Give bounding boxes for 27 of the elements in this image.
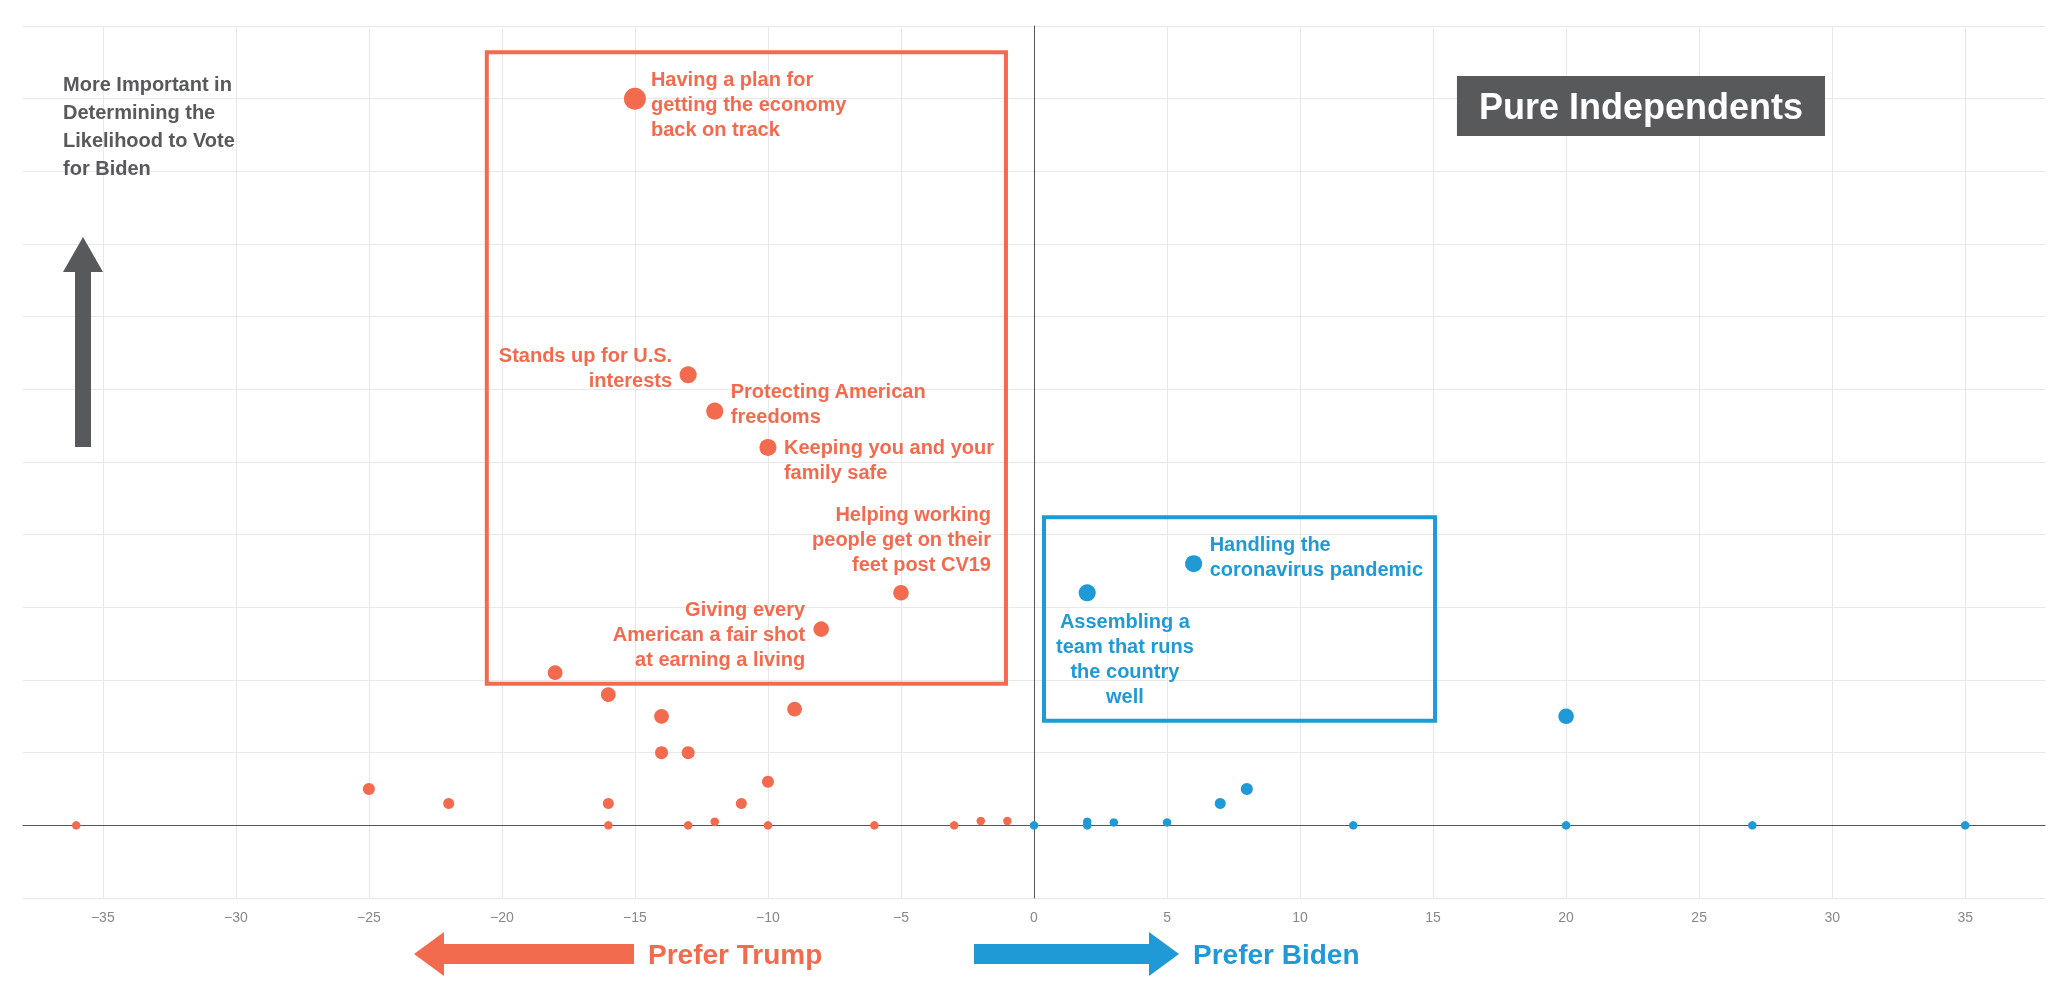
x-tick-label: −35 — [90, 909, 115, 925]
annotation: Keeping you and your family safe — [783, 436, 995, 484]
x-tick-label: 15 — [1425, 909, 1442, 925]
chart-title: Pure Independents — [1478, 85, 1804, 127]
x-tick-label: −25 — [356, 909, 381, 925]
x-tick-label: 25 — [1691, 909, 1708, 925]
x-tick-label: 30 — [1824, 909, 1841, 925]
x-tick-label: 20 — [1558, 909, 1575, 925]
x-tick-label: 0 — [1030, 909, 1039, 925]
annotation: Protecting American freedoms — [730, 380, 926, 428]
x-tick-label: −30 — [223, 909, 248, 925]
annotation: Helping working people get on their feet post CV19 — [812, 503, 992, 576]
annotation: Stands up for U.S. interests — [498, 343, 673, 391]
x-tick-label: −5 — [892, 909, 910, 925]
annotation: Handling the coronavirus pandemic — [1209, 532, 1424, 580]
x-tick-label: 5 — [1163, 909, 1172, 925]
annotation: Giving every American a fair shot at earning a living — [612, 598, 807, 671]
text: Prefer Biden — [1193, 938, 1360, 970]
x-tick-label: 10 — [1292, 909, 1309, 925]
x-tick-label: −20 — [490, 909, 514, 925]
text: Prefer Trump — [648, 938, 823, 970]
y-axis-title: More Important in Determining the Likelihood to Vote for Biden — [63, 73, 235, 179]
x-tick-label: 35 — [1957, 909, 1974, 925]
annotation: Assembling a team that runs the country well — [1056, 610, 1194, 708]
x-tick-label: −15 — [623, 909, 648, 925]
annotation: Having a plan for getting the economy back on track — [650, 67, 848, 140]
x-tick-label: −10 — [756, 909, 781, 925]
